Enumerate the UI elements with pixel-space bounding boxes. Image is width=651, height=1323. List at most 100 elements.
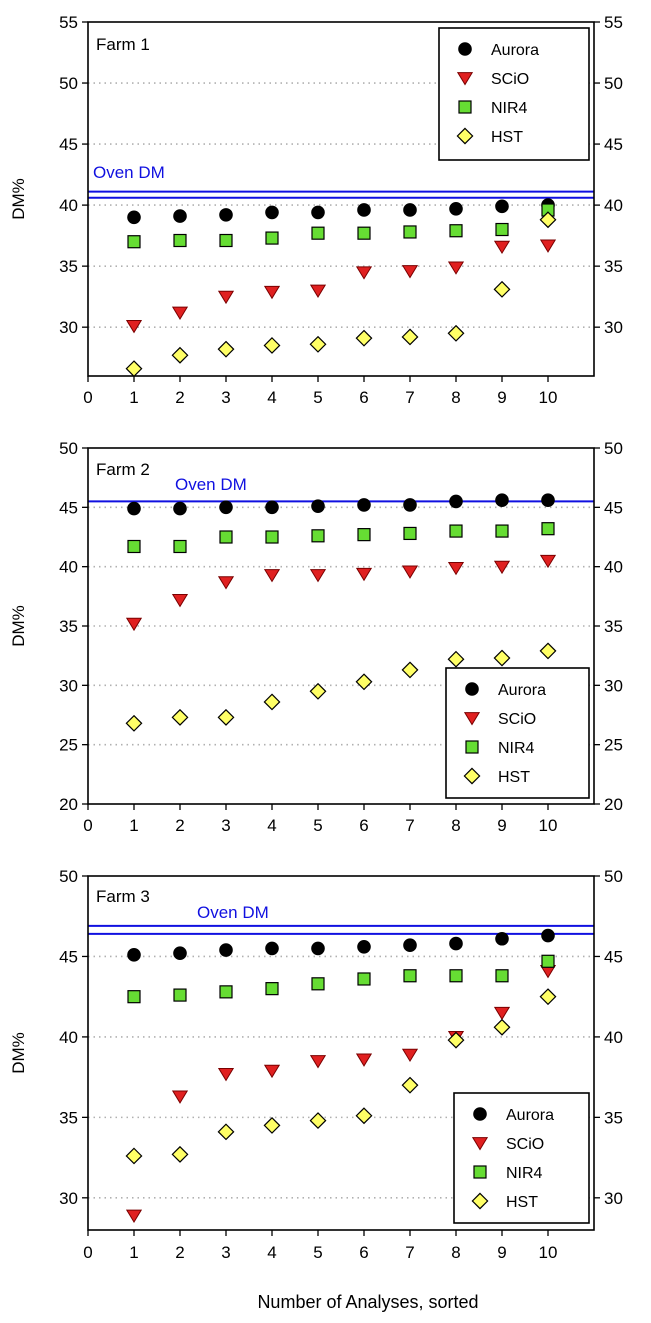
hst-point bbox=[447, 650, 465, 668]
x-tick-label: 4 bbox=[267, 388, 276, 407]
y-tick-label-left: 35 bbox=[59, 617, 78, 636]
aurora-point bbox=[403, 498, 417, 512]
series-nir4 bbox=[127, 954, 555, 1004]
nir4-point bbox=[541, 522, 555, 536]
x-tick-label: 3 bbox=[221, 816, 230, 835]
legend-nir4-marker bbox=[465, 740, 479, 754]
y-tick-label-right: 35 bbox=[604, 257, 623, 276]
y-tick-label-left: 55 bbox=[59, 13, 78, 32]
hst-point bbox=[217, 340, 235, 358]
legend-nir4-marker bbox=[458, 100, 472, 114]
nir4-point bbox=[173, 539, 187, 554]
oven-dm-label: Oven DM bbox=[175, 475, 247, 494]
nir4-point bbox=[265, 231, 279, 245]
aurora-point bbox=[127, 948, 141, 962]
series-hst bbox=[125, 642, 557, 732]
aurora-point bbox=[127, 210, 141, 225]
scio-point bbox=[171, 593, 189, 608]
x-tick-label: 5 bbox=[313, 388, 322, 407]
legend-scio-marker bbox=[471, 1137, 489, 1151]
hst-point bbox=[355, 1107, 373, 1125]
y-tick-label-left: 50 bbox=[59, 867, 78, 886]
nir4-point bbox=[357, 972, 371, 986]
x-tick-label: 8 bbox=[451, 388, 460, 407]
aurora-point bbox=[265, 941, 279, 956]
aurora-point bbox=[311, 499, 325, 513]
y-tick-label-right: 40 bbox=[604, 1028, 623, 1047]
nir4-point bbox=[219, 530, 233, 544]
panel-label: Farm 1 bbox=[96, 35, 150, 54]
hst-point bbox=[217, 1123, 235, 1141]
y-tick-label-right: 40 bbox=[604, 196, 623, 215]
nir4-point bbox=[311, 226, 325, 240]
nir4-point bbox=[311, 977, 325, 991]
nir4-point bbox=[495, 222, 509, 237]
y-tick-label-right: 45 bbox=[604, 135, 623, 154]
aurora-point bbox=[449, 936, 463, 951]
hst-point bbox=[401, 328, 419, 346]
nir4-point bbox=[357, 226, 371, 240]
hst-point bbox=[493, 1018, 511, 1036]
legend-scio-marker bbox=[463, 712, 481, 726]
oven-dm-label: Oven DM bbox=[197, 903, 269, 922]
scio-point bbox=[217, 1068, 235, 1082]
hst-point bbox=[539, 642, 557, 660]
hst-point bbox=[171, 346, 189, 364]
x-tick-label: 7 bbox=[405, 388, 414, 407]
scio-point bbox=[125, 320, 143, 334]
panel-label: Farm 2 bbox=[96, 460, 150, 479]
x-tick-label: 6 bbox=[359, 1243, 368, 1262]
x-tick-label: 9 bbox=[497, 816, 506, 835]
y-axis-label: DM% bbox=[9, 178, 28, 220]
x-tick-label: 0 bbox=[83, 1243, 92, 1262]
x-tick-label: 8 bbox=[451, 1243, 460, 1262]
y-tick-label-left: 50 bbox=[59, 439, 78, 458]
y-tick-label-left: 50 bbox=[59, 74, 78, 93]
legend: Aurora SCiO NIR4 HST bbox=[453, 1092, 590, 1224]
hst-point bbox=[355, 329, 373, 347]
y-tick-label-left: 20 bbox=[59, 795, 78, 814]
hst-point bbox=[309, 335, 327, 353]
scio-point bbox=[401, 1048, 419, 1063]
legend-aurora-label: Aurora bbox=[498, 682, 546, 699]
scio-point bbox=[493, 1006, 511, 1021]
aurora-point bbox=[357, 940, 371, 954]
legend-aurora-marker bbox=[473, 1107, 487, 1121]
aurora-point bbox=[495, 931, 509, 946]
series-aurora bbox=[127, 198, 555, 225]
scio-point bbox=[401, 265, 419, 279]
aurora-point bbox=[173, 209, 187, 223]
aurora-point bbox=[219, 500, 233, 515]
y-tick-label-right: 35 bbox=[604, 617, 623, 636]
y-tick-label-left: 30 bbox=[59, 318, 78, 337]
x-tick-label: 2 bbox=[175, 1243, 184, 1262]
nir4-point bbox=[495, 524, 509, 538]
x-tick-label: 10 bbox=[539, 1243, 558, 1262]
x-tick-label: 9 bbox=[497, 388, 506, 407]
scio-point bbox=[125, 617, 143, 632]
y-tick-label-left: 45 bbox=[59, 498, 78, 517]
y-tick-label-left: 35 bbox=[59, 257, 78, 276]
series-nir4 bbox=[127, 203, 555, 249]
y-tick-label-right: 45 bbox=[604, 498, 623, 517]
y-tick-label-left: 40 bbox=[59, 196, 78, 215]
y-tick-label-right: 50 bbox=[604, 867, 623, 886]
y-tick-label-right: 55 bbox=[604, 13, 623, 32]
nir4-point bbox=[403, 526, 417, 541]
aurora-point bbox=[541, 928, 555, 943]
x-tick-label: 3 bbox=[221, 1243, 230, 1262]
nir4-point bbox=[541, 954, 555, 968]
aurora-point bbox=[265, 500, 279, 515]
series-nir4 bbox=[127, 522, 555, 554]
scio-point bbox=[263, 569, 281, 583]
nir4-point bbox=[127, 235, 141, 249]
series-aurora bbox=[127, 493, 555, 516]
scio-point bbox=[447, 561, 465, 576]
y-tick-label-left: 30 bbox=[59, 1189, 78, 1208]
legend-aurora-marker bbox=[458, 42, 472, 56]
aurora-point bbox=[357, 498, 371, 512]
x-tick-label: 4 bbox=[267, 1243, 276, 1262]
y-axis-label: DM% bbox=[9, 605, 28, 647]
hst-point bbox=[493, 280, 511, 298]
